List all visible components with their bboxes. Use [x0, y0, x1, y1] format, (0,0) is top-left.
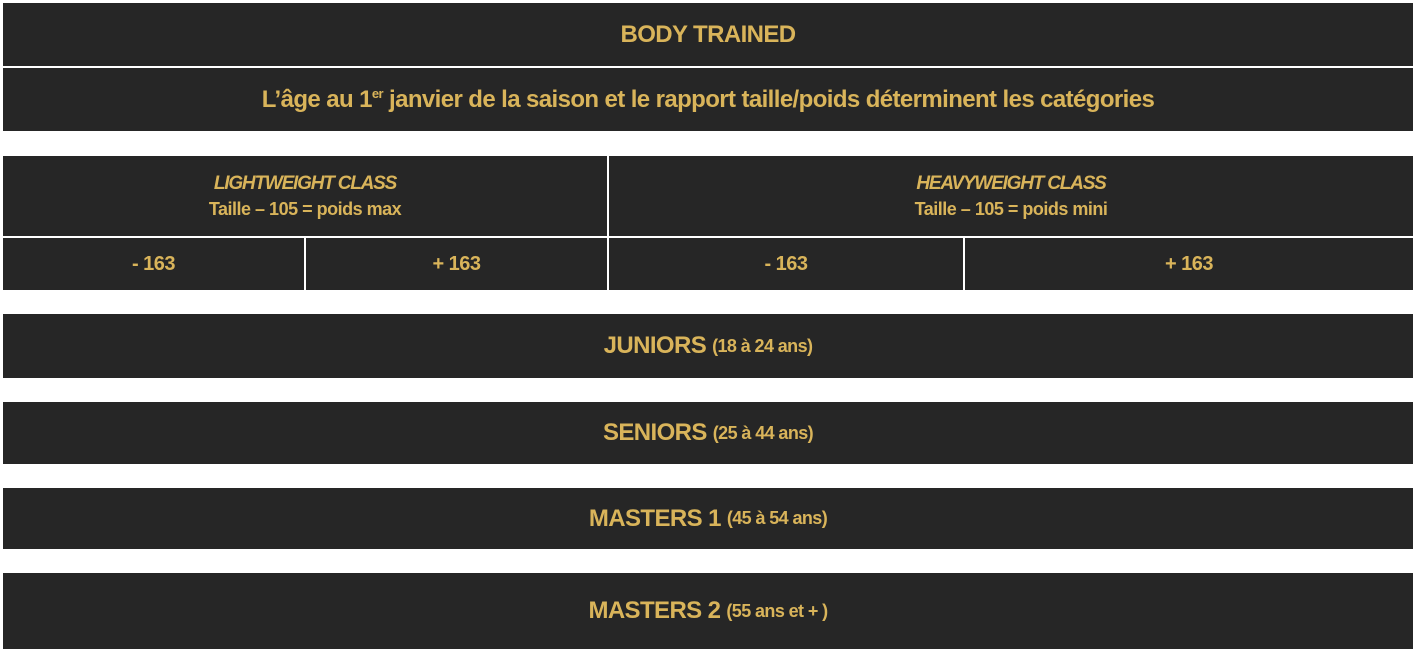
- class-formula: Taille – 105 = poids max: [208, 198, 402, 219]
- subtitle-banner: L’âge au 1er janvier de la saison et le …: [3, 68, 1413, 131]
- heavyweight-under-163: - 163: [609, 238, 963, 290]
- category-name: MASTERS 2: [588, 597, 721, 624]
- category-masters-2: MASTERS 2 (55 ans et + ): [3, 573, 1413, 649]
- height-range: - 163: [764, 252, 808, 275]
- category-masters-1: MASTERS 1 (45 à 54 ans): [3, 488, 1413, 549]
- category-ages: (45 à 54 ans): [726, 508, 828, 528]
- class-name: LIGHTWEIGHT CLASS: [213, 172, 397, 194]
- heavyweight-class-header: HEAVYWEIGHT CLASS Taille – 105 = poids m…: [609, 156, 1413, 236]
- height-range: - 163: [131, 252, 176, 275]
- lightweight-class-header: LIGHTWEIGHT CLASS Taille – 105 = poids m…: [3, 156, 607, 236]
- title-banner: BODY TRAINED: [3, 3, 1413, 66]
- lightweight-over-163: + 163: [306, 238, 607, 290]
- category-name: MASTERS 1: [588, 504, 722, 532]
- category-ages: (18 à 24 ans): [712, 335, 813, 356]
- subtitle: L’âge au 1er janvier de la saison et le …: [261, 85, 1155, 113]
- height-range: + 163: [432, 252, 481, 275]
- category-name: JUNIORS: [603, 332, 707, 359]
- heavyweight-over-163: + 163: [965, 238, 1413, 290]
- height-range: + 163: [1164, 252, 1214, 275]
- class-formula: Taille – 105 = poids mini: [914, 198, 1108, 219]
- category-ages: (25 à 44 ans): [712, 422, 814, 443]
- category-juniors: JUNIORS (18 à 24 ans): [3, 314, 1413, 378]
- category-seniors: SENIORS (25 à 44 ans): [3, 402, 1413, 464]
- lightweight-under-163: - 163: [3, 238, 304, 290]
- class-name: HEAVYWEIGHT CLASS: [916, 172, 1107, 194]
- title: BODY TRAINED: [620, 20, 796, 48]
- category-name: SENIORS: [602, 419, 707, 446]
- category-ages: (55 ans et + ): [726, 600, 828, 621]
